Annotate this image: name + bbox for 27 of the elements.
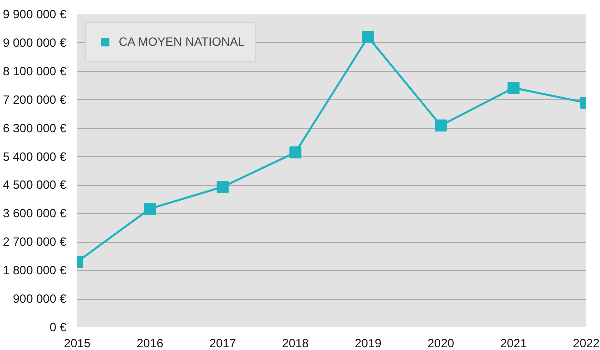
x-tick-label: 2015 [64, 336, 92, 350]
x-tick-label: 2016 [136, 336, 164, 350]
point [362, 31, 374, 44]
x-tick-label: 2018 [282, 336, 310, 350]
point [290, 146, 302, 159]
y-tick-label: 0 € [50, 320, 67, 334]
x-tick-label: 2020 [428, 336, 455, 350]
x-tick-label: 2022 [573, 336, 600, 350]
y-tick-label: 9 000 000 € [3, 36, 67, 50]
y-tick-label: 3 600 000 € [3, 206, 67, 221]
y-tick-label: 8 100 000 € [3, 64, 67, 78]
legend-label: CA MOYEN NATIONAL [119, 35, 245, 49]
y-tick-label: 1 800 000 € [3, 264, 67, 278]
y-tick-label: 2 700 000 € [3, 235, 67, 250]
x-tick-label: 2017 [210, 336, 237, 350]
y-tick-label: 9 900 000 € [3, 8, 67, 22]
point [435, 120, 448, 132]
y-tick-label: 5 400 000 € [3, 150, 67, 164]
point [144, 202, 156, 215]
y-tick-label: 900 000 € [13, 292, 67, 306]
x-tick-label: 2021 [500, 336, 528, 350]
y-tick-label: 6 300 000 € [3, 121, 67, 136]
y-tick-label: 7 200 000 € [3, 92, 67, 107]
point [508, 82, 520, 94]
y-tick-label: 4 500 000 € [3, 178, 67, 192]
point [216, 181, 229, 194]
x-tick-label: 2019 [355, 336, 382, 350]
